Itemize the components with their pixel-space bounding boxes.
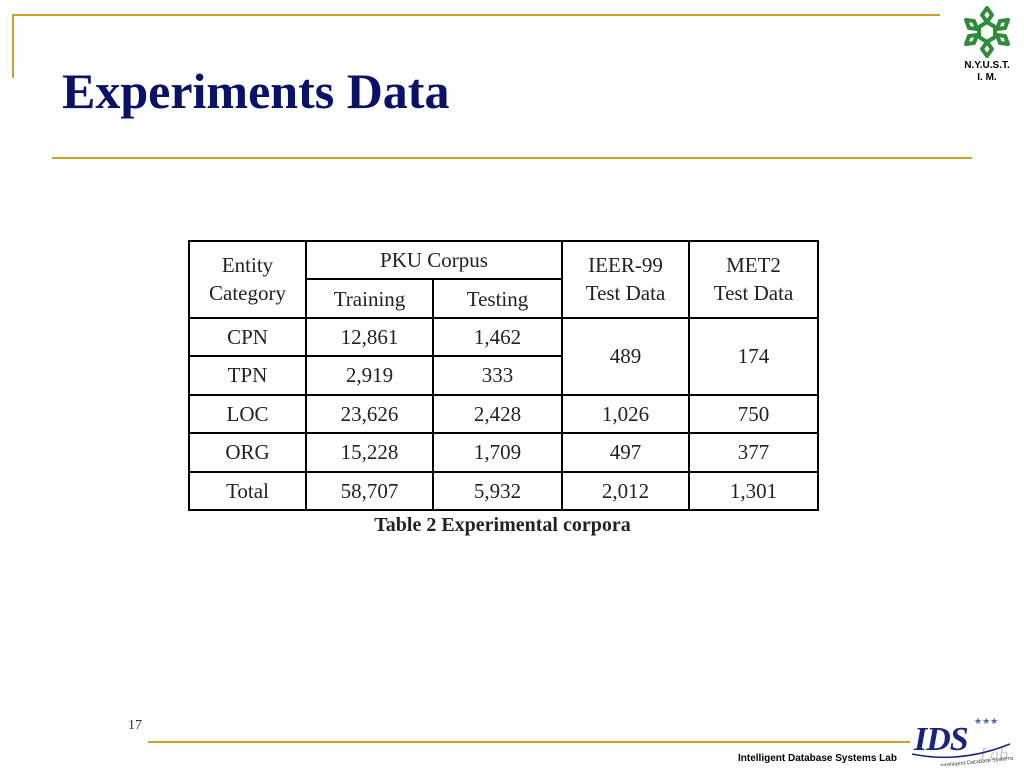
cell-met2: 750 <box>688 393 819 435</box>
table-row: ORG 15,228 1,709 497 377 <box>188 432 819 473</box>
cell-testing: 1,709 <box>432 432 563 473</box>
svg-text:Intelligent Database Systems: Intelligent Database Systems <box>940 755 1014 766</box>
cell-ieer: 1,026 <box>561 393 690 435</box>
nyust-logo: N.Y.U.S.T. I. M. <box>950 4 1024 84</box>
header-ieer-line2: Test Data <box>585 281 666 306</box>
cell-training: 12,861 <box>305 316 434 358</box>
snowflake-icon <box>964 6 1010 58</box>
slide-title: Experiments Data <box>62 63 450 119</box>
cell-category: ORG <box>188 432 307 473</box>
header-ieer99: IEER-99 Test Data <box>561 240 690 319</box>
header-training: Training <box>305 278 434 319</box>
cell-ieer-merged: 489 <box>561 316 690 396</box>
svg-text:IDS: IDS <box>913 721 968 758</box>
cell-ieer: 497 <box>561 432 690 473</box>
logo-text-line1: N.Y.U.S.T. <box>964 60 1010 71</box>
table-row: CPN 12,861 1,462 489 174 <box>188 316 819 396</box>
cell-ieer: 2,012 <box>561 470 690 512</box>
header-ieer-line1: IEER-99 <box>588 253 663 278</box>
cell-training: 2,919 <box>305 355 434 396</box>
header-met-line1: MET2 <box>726 253 781 278</box>
svg-text:Lab: Lab <box>979 744 1008 764</box>
svg-text:★★★: ★★★ <box>974 717 998 727</box>
header-testing: Testing <box>432 278 563 319</box>
cell-category: TPN <box>188 355 307 396</box>
cell-category: LOC <box>188 393 307 435</box>
cell-met2: 1,301 <box>688 470 819 512</box>
cell-met2-merged: 174 <box>688 316 819 396</box>
cell-testing: 1,462 <box>432 316 563 358</box>
page-number: 17 <box>128 718 142 733</box>
logo-text-line2: I. M. <box>977 72 997 83</box>
header-pku-corpus: PKU Corpus <box>305 239 563 281</box>
cell-category: Total <box>188 470 307 512</box>
left-rule <box>12 14 14 78</box>
cell-training: 15,228 <box>305 432 434 473</box>
table-row: LOC 23,626 2,428 1,026 750 <box>188 393 819 435</box>
cell-testing: 333 <box>432 355 563 396</box>
cell-category: CPN <box>188 316 307 358</box>
footer-lab-name: Intelligent Database Systems Lab <box>738 753 897 764</box>
header-met-line2: Test Data <box>713 281 794 306</box>
bottom-rule <box>148 741 910 743</box>
header-entity-line1: Entity <box>221 253 274 278</box>
corpora-table: Entity Category PKU Corpus IEER-99 Test … <box>188 239 819 512</box>
header-entity-line2: Category <box>209 281 286 306</box>
cell-testing: 2,428 <box>432 393 563 435</box>
table-caption: Table 2 Experimental corpora <box>374 514 631 536</box>
header-met2: MET2 Test Data <box>688 240 819 319</box>
header-entity-category: Entity Category <box>188 240 307 319</box>
ids-lab-logo: ★★★ IDS Lab Intelligent Database Systems <box>911 717 1014 766</box>
cell-met2: 377 <box>688 432 819 473</box>
cell-training: 58,707 <box>305 470 434 512</box>
table-row: Total 58,707 5,932 2,012 1,301 <box>188 470 819 512</box>
top-rule <box>12 14 940 16</box>
table-row: TPN 2,919 333 <box>188 355 818 396</box>
cell-training: 23,626 <box>305 393 434 435</box>
title-rule <box>52 157 972 159</box>
cell-testing: 5,932 <box>432 470 563 512</box>
